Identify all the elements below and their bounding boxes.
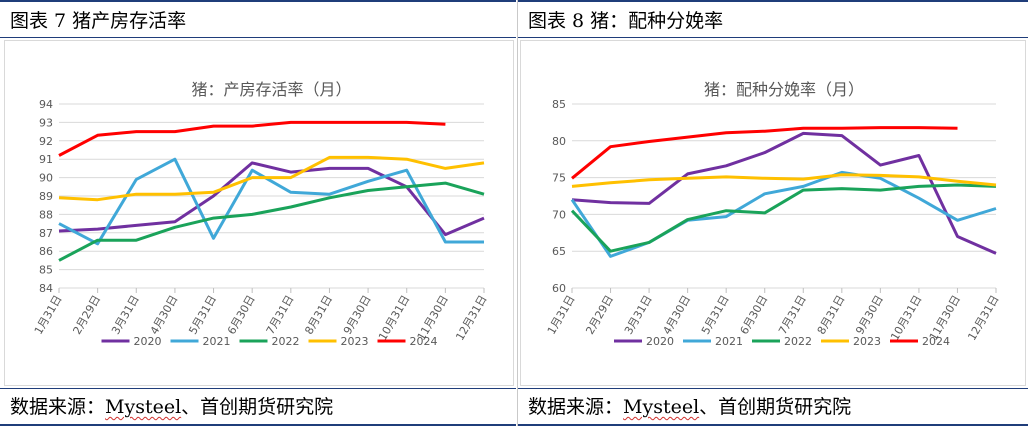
left-panel-header-text: 图表 7 猪产房存活率 [10,10,187,32]
legend-label-2021: 2021 [203,335,231,348]
legend-label-2020: 2020 [646,335,674,348]
right-source-brand: Mysteel [623,396,700,418]
series-line-2021 [58,157,484,246]
series-line-2024 [571,126,958,180]
series-line-2022 [570,183,997,253]
y-tick-label: 80 [552,135,566,148]
y-tick-label: 88 [39,208,53,221]
y-tick-label: 87 [39,227,53,240]
series-line-2020 [58,161,485,237]
y-tick-label: 92 [39,135,53,148]
chart-title: 猪：产房存活率（月） [191,80,351,99]
y-tick-label: 94 [39,98,53,111]
right-source-suffix: 、首创期货研究院 [699,396,852,418]
left-panel-footer: 数据来源：Mysteel、首创期货研究院 [0,388,516,426]
y-tick-label: 70 [552,208,566,221]
chart-frame [520,40,1026,386]
series-line-2023 [58,155,485,202]
y-tick-label: 90 [39,172,53,185]
series-line-2024 [58,120,446,157]
y-tick-label: 91 [39,153,53,166]
y-tick-label: 75 [552,172,566,185]
right-panel-footer: 数据来源：Mysteel、首创期货研究院 [518,388,1028,426]
series-line-2020 [571,131,997,255]
legend-label-2020: 2020 [134,335,162,348]
y-tick-label: 86 [39,245,53,258]
right-panel-header-text: 图表 8 猪：配种分娩率 [528,10,724,32]
y-tick-label: 85 [39,264,53,277]
left-panel-header: 图表 7 猪产房存活率 [0,0,516,38]
left-source-prefix: 数据来源： [10,396,106,418]
legend-label-2024: 2024 [410,335,438,348]
y-tick-label: 93 [39,116,53,129]
series-line-2022 [58,181,485,262]
y-tick-label: 60 [552,282,566,295]
series-line-2023 [571,173,997,188]
legend-label-2021: 2021 [715,335,743,348]
y-tick-label: 84 [39,282,53,295]
y-tick-label: 65 [552,245,566,258]
left-source-suffix: 、首创期货研究院 [181,396,334,418]
legend-label-2024: 2024 [922,335,950,348]
legend-label-2023: 2023 [341,335,369,348]
left-source-brand: Mysteel [105,396,182,418]
y-tick-label: 85 [552,98,566,111]
right-panel-header: 图表 8 猪：配种分娩率 [518,0,1028,38]
legend-label-2022: 2022 [272,335,300,348]
right-source-prefix: 数据来源： [528,396,624,418]
legend-label-2023: 2023 [853,335,881,348]
chart-title: 猪：配种分娩率（月） [704,80,864,99]
legend-label-2022: 2022 [784,335,812,348]
y-tick-label: 89 [39,190,53,203]
panel-divider [517,0,518,426]
